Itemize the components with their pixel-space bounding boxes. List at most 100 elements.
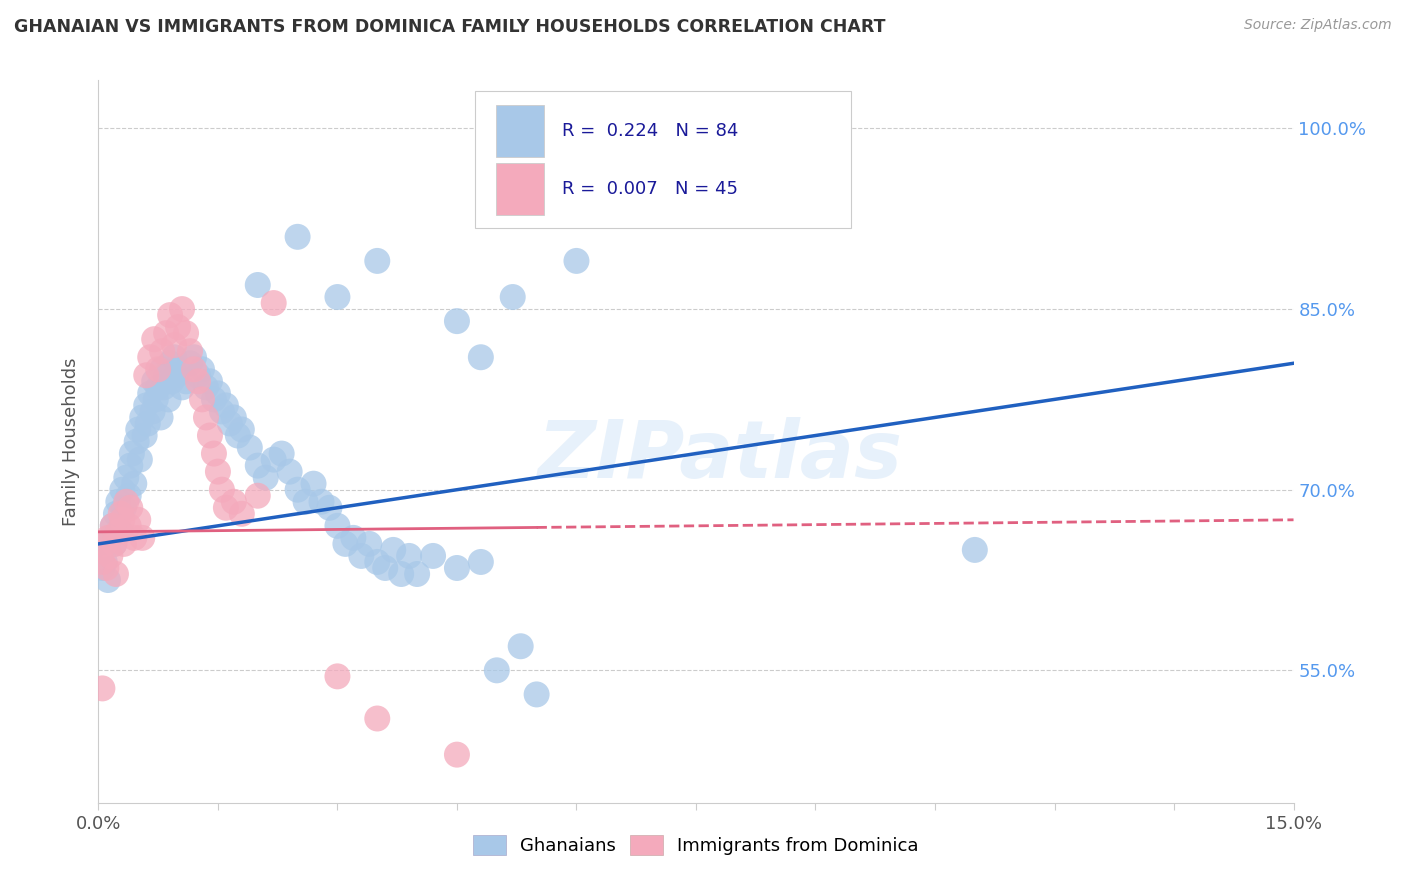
Point bbox=[143, 375, 166, 389]
Point bbox=[502, 290, 524, 304]
Point bbox=[389, 567, 412, 582]
Point bbox=[101, 519, 124, 533]
Point bbox=[422, 549, 444, 563]
Point bbox=[163, 338, 186, 352]
Point bbox=[278, 465, 301, 479]
FancyBboxPatch shape bbox=[496, 105, 544, 157]
Point bbox=[198, 375, 221, 389]
Point bbox=[179, 356, 201, 370]
Point bbox=[167, 362, 190, 376]
Point bbox=[110, 507, 132, 521]
FancyBboxPatch shape bbox=[496, 162, 544, 215]
Point bbox=[342, 531, 364, 545]
Point bbox=[302, 476, 325, 491]
Point bbox=[326, 290, 349, 304]
Point bbox=[120, 458, 142, 473]
Point bbox=[155, 368, 177, 383]
Point bbox=[202, 392, 225, 407]
Point bbox=[287, 483, 309, 497]
Point bbox=[398, 549, 420, 563]
Text: R =  0.224   N = 84: R = 0.224 N = 84 bbox=[562, 122, 738, 140]
Point bbox=[254, 471, 277, 485]
Point bbox=[136, 417, 159, 431]
Point bbox=[294, 494, 316, 508]
Point bbox=[115, 471, 138, 485]
Point bbox=[115, 494, 138, 508]
Point bbox=[163, 350, 186, 364]
Point bbox=[215, 398, 238, 412]
Point bbox=[128, 452, 150, 467]
Point bbox=[191, 392, 214, 407]
Point bbox=[215, 500, 238, 515]
Point bbox=[366, 712, 388, 726]
Point bbox=[159, 356, 181, 370]
Point bbox=[263, 452, 285, 467]
Point bbox=[98, 549, 122, 563]
Point bbox=[231, 507, 253, 521]
Point bbox=[446, 314, 468, 328]
Point bbox=[366, 254, 388, 268]
Point bbox=[143, 332, 166, 346]
Point bbox=[96, 561, 118, 575]
Point bbox=[110, 524, 132, 539]
Point bbox=[94, 555, 117, 569]
Point bbox=[174, 326, 197, 341]
Point bbox=[246, 277, 269, 292]
Point bbox=[509, 639, 531, 653]
Point bbox=[335, 537, 357, 551]
Point bbox=[150, 344, 173, 359]
Point bbox=[111, 513, 134, 527]
Point bbox=[118, 519, 141, 533]
Point bbox=[103, 537, 125, 551]
Point bbox=[207, 465, 229, 479]
Point bbox=[382, 542, 405, 557]
Point bbox=[406, 567, 429, 582]
Point bbox=[157, 392, 180, 407]
Point bbox=[222, 494, 245, 508]
Point bbox=[107, 494, 129, 508]
Point bbox=[239, 441, 262, 455]
Point bbox=[101, 519, 124, 533]
Text: Source: ZipAtlas.com: Source: ZipAtlas.com bbox=[1244, 18, 1392, 32]
Legend: Ghanaians, Immigrants from Dominica: Ghanaians, Immigrants from Dominica bbox=[465, 828, 927, 863]
Point bbox=[326, 669, 349, 683]
Point bbox=[207, 386, 229, 401]
Point bbox=[219, 417, 242, 431]
Point bbox=[366, 555, 388, 569]
Point bbox=[183, 350, 205, 364]
Point bbox=[246, 489, 269, 503]
Point bbox=[179, 344, 201, 359]
Y-axis label: Family Households: Family Households bbox=[62, 358, 80, 525]
Text: ZIPatlas: ZIPatlas bbox=[537, 417, 903, 495]
Point bbox=[195, 410, 218, 425]
Point bbox=[142, 404, 165, 418]
Point bbox=[470, 350, 492, 364]
Point bbox=[211, 483, 233, 497]
Point bbox=[195, 380, 218, 394]
Point bbox=[121, 446, 143, 460]
Point bbox=[131, 531, 153, 545]
Point bbox=[191, 362, 214, 376]
Point bbox=[166, 368, 188, 383]
Point bbox=[963, 542, 986, 557]
Point bbox=[98, 531, 122, 545]
Point bbox=[120, 500, 142, 515]
Text: GHANAIAN VS IMMIGRANTS FROM DOMINICA FAMILY HOUSEHOLDS CORRELATION CHART: GHANAIAN VS IMMIGRANTS FROM DOMINICA FAM… bbox=[14, 18, 886, 36]
Point bbox=[172, 380, 194, 394]
Point bbox=[226, 428, 249, 442]
Point bbox=[148, 362, 170, 376]
Point bbox=[318, 500, 340, 515]
Point bbox=[131, 410, 153, 425]
Point bbox=[112, 537, 135, 551]
Point bbox=[124, 476, 146, 491]
Point bbox=[167, 320, 190, 334]
Point bbox=[231, 423, 253, 437]
Point bbox=[159, 308, 181, 322]
Point bbox=[183, 362, 205, 376]
Text: R =  0.007   N = 45: R = 0.007 N = 45 bbox=[562, 179, 738, 198]
Point bbox=[149, 410, 172, 425]
Point bbox=[134, 428, 156, 442]
Point bbox=[155, 326, 177, 341]
Point bbox=[107, 524, 129, 539]
Point bbox=[135, 368, 157, 383]
